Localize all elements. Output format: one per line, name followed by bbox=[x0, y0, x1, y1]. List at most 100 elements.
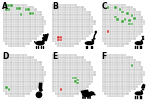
Bar bbox=[114, 73, 117, 76]
Ellipse shape bbox=[43, 38, 46, 40]
Bar bbox=[25, 92, 27, 95]
Bar bbox=[8, 78, 10, 80]
Bar bbox=[32, 20, 34, 23]
Bar bbox=[55, 61, 57, 64]
Bar bbox=[60, 83, 62, 85]
Bar bbox=[10, 40, 13, 42]
Bar bbox=[17, 40, 20, 42]
Bar bbox=[76, 16, 79, 18]
Bar bbox=[109, 71, 112, 73]
Bar bbox=[84, 13, 86, 16]
Bar bbox=[79, 90, 81, 92]
Bar bbox=[39, 68, 42, 71]
Bar bbox=[55, 25, 57, 28]
Bar bbox=[17, 42, 20, 45]
Bar bbox=[121, 18, 124, 21]
Bar bbox=[20, 16, 22, 18]
Bar bbox=[67, 4, 69, 6]
Bar bbox=[111, 63, 114, 66]
Bar bbox=[41, 20, 44, 23]
Bar bbox=[72, 13, 74, 16]
Bar bbox=[88, 18, 91, 21]
Bar bbox=[17, 63, 20, 66]
Bar bbox=[69, 56, 72, 59]
Bar bbox=[104, 59, 107, 61]
Ellipse shape bbox=[142, 88, 144, 90]
Bar bbox=[72, 11, 74, 13]
Bar bbox=[121, 20, 124, 23]
Bar bbox=[102, 90, 105, 92]
Bar bbox=[22, 28, 25, 30]
Bar bbox=[55, 11, 57, 13]
Bar bbox=[57, 95, 60, 97]
Bar bbox=[22, 35, 25, 37]
Bar bbox=[57, 11, 60, 13]
Bar bbox=[111, 35, 114, 37]
Bar bbox=[37, 25, 39, 28]
Bar bbox=[72, 63, 74, 66]
Bar bbox=[10, 95, 13, 97]
Bar bbox=[91, 68, 93, 71]
Bar bbox=[52, 4, 55, 6]
Bar bbox=[62, 68, 65, 71]
Bar bbox=[60, 63, 62, 66]
Bar bbox=[72, 35, 74, 37]
Bar bbox=[32, 6, 34, 9]
Bar bbox=[67, 63, 69, 66]
Bar bbox=[13, 61, 15, 64]
Bar bbox=[116, 8, 119, 11]
Bar bbox=[57, 36, 60, 39]
Bar bbox=[131, 85, 133, 88]
Bar bbox=[10, 63, 13, 66]
Bar bbox=[67, 83, 69, 85]
Bar bbox=[52, 87, 55, 90]
Bar bbox=[25, 85, 27, 88]
Bar bbox=[25, 80, 27, 83]
Bar bbox=[107, 78, 109, 80]
Bar bbox=[34, 13, 37, 16]
Bar bbox=[60, 68, 62, 71]
Bar bbox=[67, 75, 69, 78]
Bar bbox=[81, 59, 84, 61]
Bar bbox=[114, 75, 117, 78]
Bar bbox=[111, 56, 114, 59]
Bar bbox=[62, 59, 65, 61]
Bar bbox=[131, 25, 133, 28]
Bar bbox=[13, 42, 15, 45]
Bar bbox=[111, 54, 114, 56]
Bar bbox=[20, 95, 22, 97]
Bar bbox=[126, 56, 129, 59]
Bar bbox=[121, 61, 124, 64]
Bar bbox=[102, 4, 105, 6]
Bar bbox=[91, 18, 93, 21]
Bar bbox=[128, 35, 131, 37]
Bar bbox=[15, 20, 18, 23]
Bar bbox=[119, 8, 121, 11]
Bar bbox=[86, 30, 89, 33]
Bar bbox=[138, 11, 141, 13]
Bar bbox=[41, 68, 44, 71]
Bar bbox=[76, 20, 79, 23]
Bar bbox=[39, 71, 42, 73]
Bar bbox=[72, 83, 74, 85]
Bar bbox=[13, 75, 15, 78]
Bar bbox=[76, 11, 79, 13]
Bar bbox=[10, 37, 13, 40]
Bar bbox=[107, 85, 109, 88]
Bar bbox=[17, 92, 20, 95]
Bar bbox=[5, 4, 8, 6]
Bar bbox=[10, 4, 13, 6]
Bar bbox=[57, 54, 60, 56]
Bar bbox=[37, 78, 39, 80]
Bar bbox=[62, 30, 65, 33]
Bar bbox=[57, 28, 60, 30]
Bar bbox=[133, 23, 136, 25]
Bar bbox=[20, 85, 22, 88]
Bar bbox=[8, 63, 10, 66]
Bar bbox=[79, 56, 81, 59]
Bar bbox=[136, 20, 138, 23]
Bar bbox=[20, 18, 22, 21]
Bar bbox=[76, 80, 79, 83]
Bar bbox=[131, 83, 133, 85]
Bar bbox=[8, 6, 10, 9]
